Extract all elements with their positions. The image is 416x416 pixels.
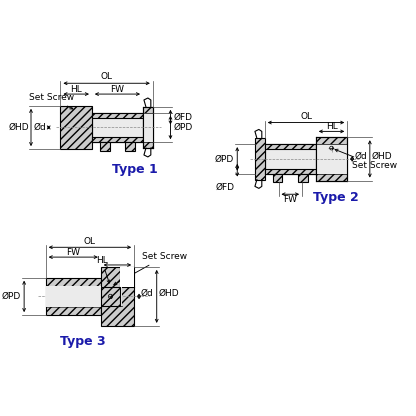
Text: ØFD: ØFD	[215, 183, 234, 192]
Text: ØPD: ØPD	[215, 154, 234, 163]
Text: Set Screw: Set Screw	[29, 93, 74, 109]
Bar	[272, 173, 282, 183]
Bar	[101, 287, 120, 306]
Text: ØHD: ØHD	[158, 289, 179, 298]
Text: Set Screw: Set Screw	[335, 149, 397, 170]
Bar	[100, 142, 109, 151]
Bar	[255, 138, 265, 180]
Text: FW: FW	[66, 248, 80, 257]
Text: Ød: Ød	[34, 123, 47, 132]
Bar	[298, 173, 308, 183]
Bar	[46, 286, 101, 307]
Bar	[143, 107, 153, 148]
Bar	[265, 144, 316, 149]
Bar	[316, 137, 347, 181]
Text: Type 1: Type 1	[112, 163, 158, 176]
Text: Set Screw: Set Screw	[114, 252, 187, 285]
Text: Ød: Ød	[141, 289, 154, 298]
Bar	[265, 169, 316, 173]
Bar	[60, 106, 92, 149]
Bar	[46, 278, 101, 315]
Text: OL: OL	[84, 237, 96, 246]
Text: Ød: Ød	[354, 151, 367, 161]
Bar	[92, 113, 143, 118]
Bar	[265, 144, 316, 173]
Text: FW: FW	[283, 195, 297, 204]
Text: OL: OL	[300, 112, 312, 121]
Text: ØHD: ØHD	[372, 151, 392, 161]
Text: HL: HL	[326, 122, 337, 131]
Text: OL: OL	[101, 72, 113, 81]
Bar	[92, 137, 143, 142]
Text: Type 3: Type 3	[60, 335, 106, 348]
Bar	[92, 113, 143, 142]
Text: FW: FW	[110, 85, 124, 94]
Bar	[120, 267, 134, 287]
Text: ØPD: ØPD	[2, 292, 21, 301]
Text: HL: HL	[96, 256, 110, 283]
Text: ØPD: ØPD	[173, 123, 193, 132]
Bar	[143, 113, 153, 142]
Text: Type 2: Type 2	[312, 191, 358, 204]
Text: ØFD: ØFD	[173, 113, 193, 121]
Text: ØHD: ØHD	[8, 123, 29, 132]
Text: HL: HL	[70, 85, 82, 94]
Bar	[101, 287, 122, 306]
Bar	[316, 144, 347, 173]
Bar	[101, 267, 134, 326]
Bar	[125, 142, 135, 151]
